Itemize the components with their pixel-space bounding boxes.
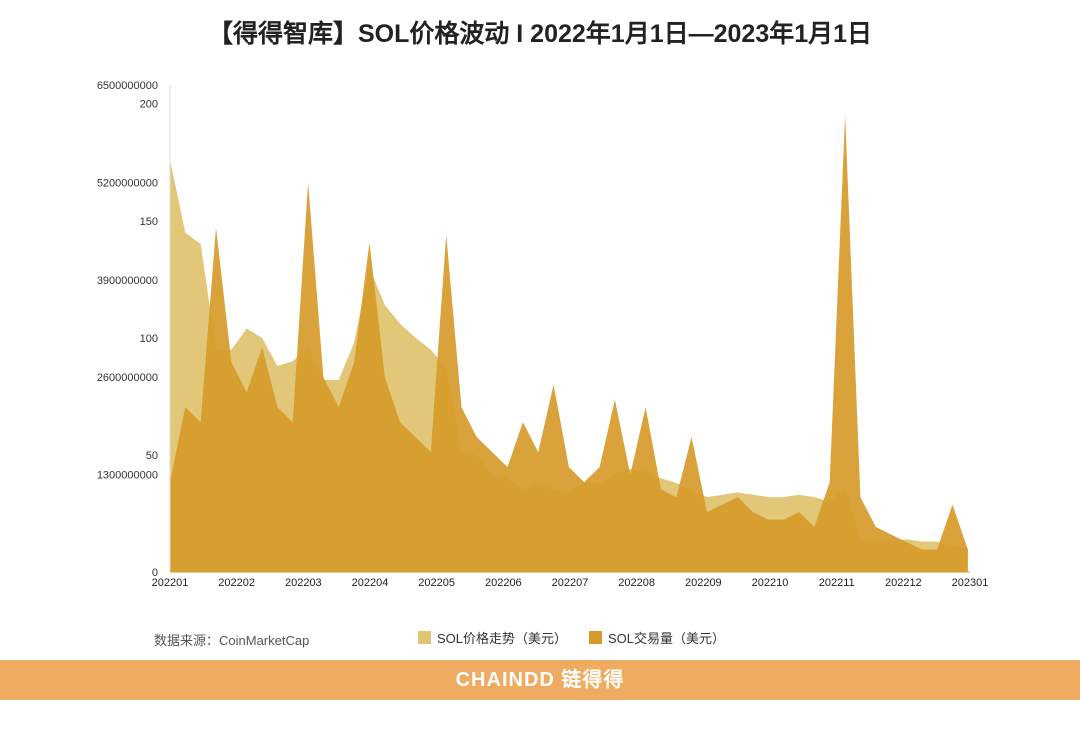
price-tick-label: 200 [140, 99, 158, 111]
volume-tick-label: 2600000000 [97, 372, 158, 384]
x-tick-label: 202203 [285, 577, 322, 589]
price-tick-label: 100 [140, 333, 158, 345]
price-tick-label: 150 [140, 216, 158, 228]
x-tick-label: 202202 [218, 577, 255, 589]
brand-banner: CHAINDD 链得得 [0, 660, 1080, 700]
x-tick-label: 202211 [819, 577, 855, 589]
data-source: 数据来源：CoinMarketCap [154, 633, 310, 648]
volume-tick-label: 1300000000 [97, 470, 158, 482]
x-tick-label: 202201 [152, 577, 189, 589]
volume-tick-label: 3900000000 [97, 275, 158, 287]
x-tick-label: 202206 [485, 577, 522, 589]
x-tick-label: 202204 [352, 577, 389, 589]
legend: SOL价格走势（美元） SOL交易量（美元） [418, 628, 725, 647]
chart-title: 【得得智库】SOL价格波动 I 2022年1月1日—2023年1月1日 [207, 20, 873, 48]
legend-item-volume: SOL交易量（美元） [589, 628, 725, 647]
chart-area: 50 100 150 200 0 1300000000 2600000000 39000000… [97, 80, 989, 589]
legend-swatch-price [418, 631, 431, 644]
legend-label-price: SOL价格走势（美元） [437, 631, 568, 646]
legend-swatch-volume [589, 631, 603, 644]
volume-tick-label: 5200000000 [97, 177, 158, 189]
legend-item-price: SOL价格走势（美元） [418, 628, 567, 647]
x-tick-label: 202301 [952, 577, 989, 589]
legend-label-volume: SOL交易量（美元） [608, 631, 726, 646]
volume-tick-label: 0 [152, 567, 158, 579]
volume-tick-label: 6500000000 [97, 80, 158, 92]
x-tick-label: 202212 [885, 577, 922, 589]
x-tick-label: 202210 [752, 577, 789, 589]
x-tick-label: 202205 [418, 577, 455, 589]
x-tick-label: 202209 [685, 577, 722, 589]
x-tick-label: 202207 [552, 577, 589, 589]
price-tick-label: 50 [146, 450, 158, 462]
volume-area [170, 115, 968, 572]
x-tick-label: 202208 [618, 577, 655, 589]
